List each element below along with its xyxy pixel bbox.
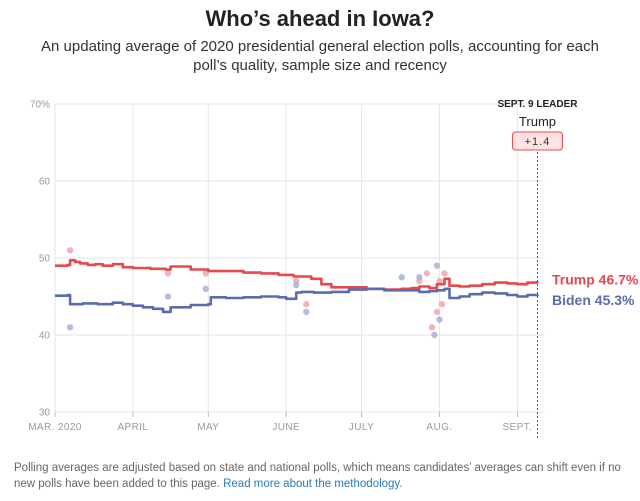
poll-dot-trump <box>438 301 446 308</box>
chart-title: Who’s ahead in Iowa? <box>205 6 435 31</box>
polling-average-chart: 30 40 50 60 70% MAR. 2020 APRIL MAY JUNE JULY AUG.… <box>28 99 639 440</box>
poll-dot-biden <box>416 274 423 281</box>
x-tick-label: APRIL <box>117 422 148 433</box>
poll-dot-trump <box>433 308 441 316</box>
poll-dot-biden <box>436 316 443 323</box>
series-lines <box>55 259 539 314</box>
x-tick-label: SEPT. <box>502 422 532 433</box>
x-tick-label: AUG. <box>426 422 452 433</box>
poll-dot-biden <box>164 293 172 300</box>
grid <box>54 103 545 413</box>
y-tick-label: 30 <box>39 408 51 419</box>
y-tick-label: 50 <box>39 254 51 265</box>
footnote: Polling averages are adjusted based on s… <box>14 460 629 492</box>
chart-subtitle: An updating average of 2020 presidential… <box>41 38 599 74</box>
end-labels: Trump 46.7% Biden 45.3% <box>552 271 639 308</box>
leader-name: Trump <box>519 114 556 129</box>
poll-dot-trump <box>423 270 431 277</box>
leader-heading: SEPT. 9 LEADER <box>497 99 578 110</box>
y-tick-label: 40 <box>39 331 51 342</box>
y-tick-label: 60 <box>39 177 51 188</box>
poll-dot-trump <box>436 277 443 285</box>
poll-dot-biden <box>66 324 74 331</box>
x-tick-label: JUNE <box>272 422 300 433</box>
leader-callout: SEPT. 9 LEADER Trump +1.4 <box>497 99 578 151</box>
footnote-text: Polling averages are adjusted based on s… <box>14 462 621 490</box>
x-tick-label: JULY <box>349 422 374 433</box>
poll-dot-biden <box>433 262 441 269</box>
poll-dot-biden <box>431 331 438 339</box>
leader-margin: +1.4 <box>525 136 551 148</box>
poll-dot-trump <box>303 301 310 308</box>
poll-dot-biden <box>398 274 405 281</box>
poll-dot-biden <box>293 281 300 289</box>
axes: 30 40 50 60 70% MAR. 2020 APRIL MAY JUNE JULY AUG.… <box>28 100 532 434</box>
x-tick-label: MAY <box>197 422 219 433</box>
poll-dot-trump <box>441 270 448 277</box>
poll-dot-trump <box>428 324 436 331</box>
series-line-trump <box>55 259 539 291</box>
poll-dots <box>66 247 448 339</box>
poll-dot-biden <box>202 285 209 292</box>
series-line-biden <box>55 287 539 314</box>
leader-margin-badge <box>511 131 563 151</box>
poll-dot-trump <box>66 247 74 254</box>
poll-dot-trump <box>164 270 172 277</box>
x-tick-label: MAR. 2020 <box>28 422 82 433</box>
y-tick-label: 70% <box>30 100 50 111</box>
end-label-trump: Trump 46.7% <box>552 271 639 287</box>
poll-dot-biden <box>303 308 310 316</box>
end-label-biden: Biden 45.3% <box>552 292 635 308</box>
methodology-link[interactable]: Read more about the methodology. <box>223 478 403 490</box>
